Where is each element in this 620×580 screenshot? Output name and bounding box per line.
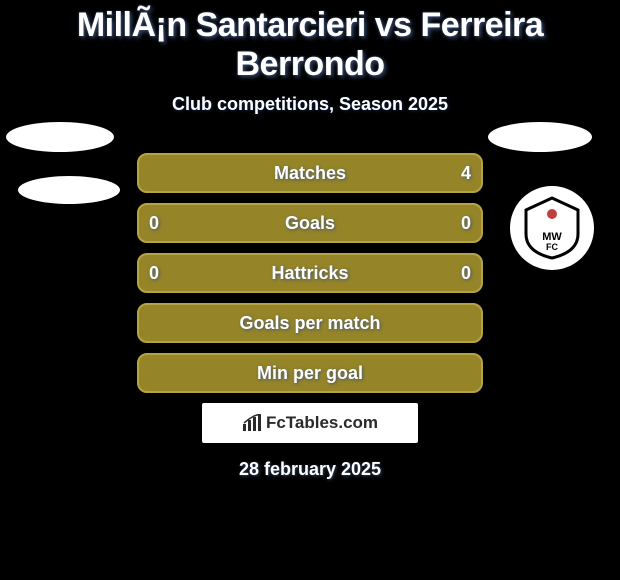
stat-row-goals: 0 Goals 0 (137, 203, 483, 243)
player-left-avatar-placeholder-2 (18, 176, 120, 204)
stat-value-left: 0 (149, 263, 159, 284)
stat-label: Hattricks (271, 263, 348, 284)
svg-text:FC: FC (546, 242, 558, 252)
stat-row-hattricks: 0 Hattricks 0 (137, 253, 483, 293)
stat-label: Goals (285, 213, 335, 234)
club-badge-shield-icon: MW FC (518, 194, 586, 262)
club-badge-right: MW FC (502, 178, 602, 278)
stat-value-right: 0 (461, 263, 471, 284)
stat-value-right: 0 (461, 213, 471, 234)
page-title: MillÃ¡n Santarcieri vs Ferreira Berrondo (0, 0, 620, 84)
footer-date: 28 february 2025 (0, 459, 620, 480)
chart-icon (242, 414, 262, 437)
stat-row-min-per-goal: Min per goal (137, 353, 483, 393)
stat-value-right: 4 (461, 163, 471, 184)
player-left-avatar-placeholder-1 (6, 122, 114, 152)
watermark-text: FcTables.com (266, 413, 378, 433)
stat-value-left: 0 (149, 213, 159, 234)
stat-label: Min per goal (257, 363, 363, 384)
page-subtitle: Club competitions, Season 2025 (0, 94, 620, 115)
player-right-avatar-placeholder (488, 122, 592, 152)
stat-row-goals-per-match: Goals per match (137, 303, 483, 343)
stat-row-matches: Matches 4 (137, 153, 483, 193)
stat-label: Matches (274, 163, 346, 184)
comparison-card: MillÃ¡n Santarcieri vs Ferreira Berrondo… (0, 0, 620, 580)
stat-label: Goals per match (239, 313, 380, 334)
watermark: FcTables.com (202, 403, 418, 443)
